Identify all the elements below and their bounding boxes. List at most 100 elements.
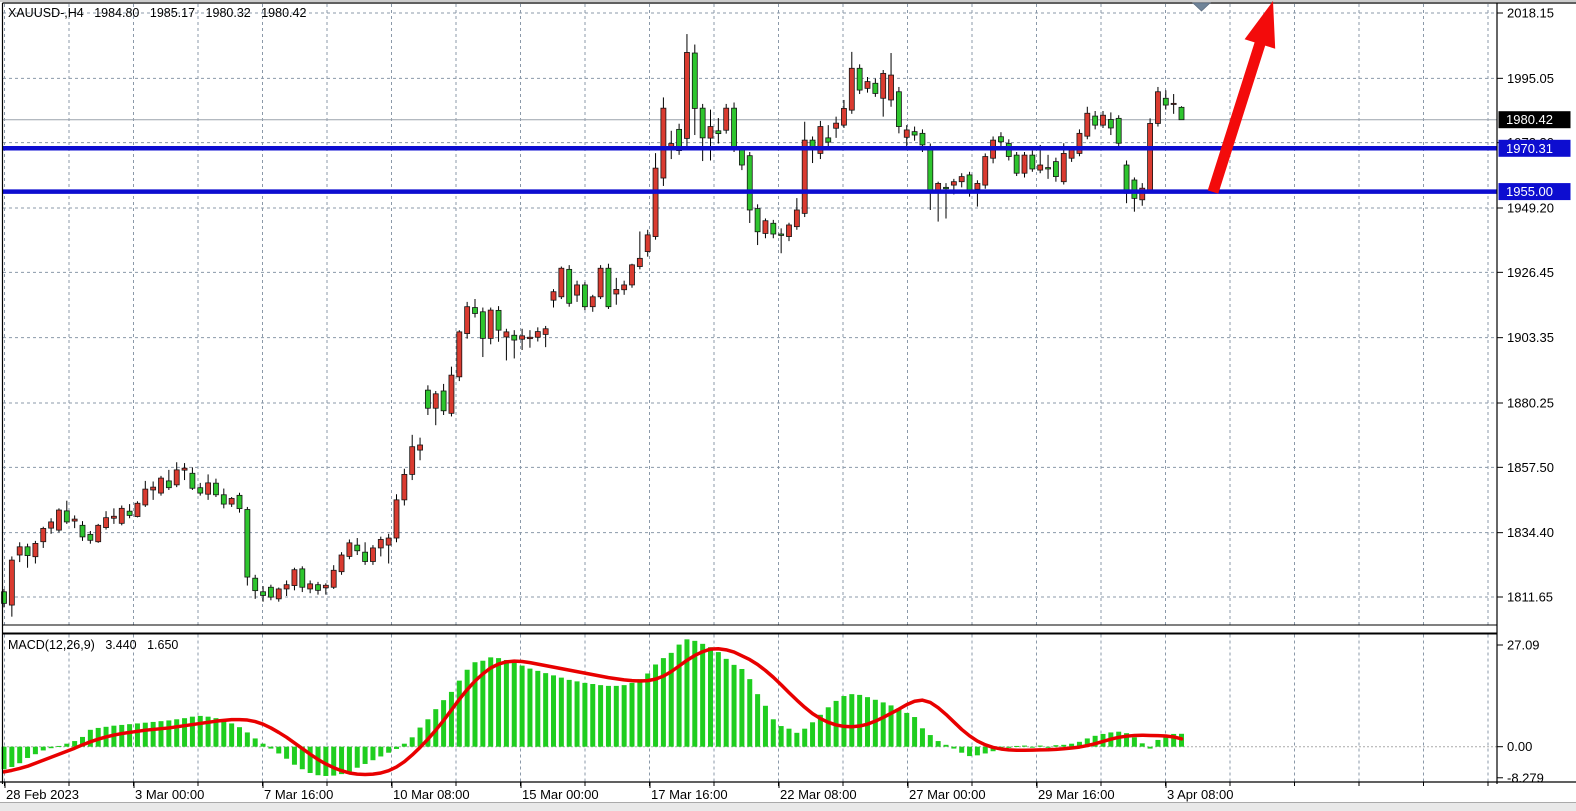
- macd-bar: [40, 746, 46, 751]
- candles-series[interactable]: [1, 34, 1185, 617]
- macd-bar: [755, 694, 761, 747]
- candle-down: [896, 91, 902, 127]
- macd-bar: [1053, 745, 1059, 747]
- trend-arrow-annotation[interactable]: [1207, 1, 1276, 194]
- candle-down: [236, 494, 243, 510]
- candle-up: [613, 289, 620, 295]
- macd-bar: [927, 735, 933, 747]
- time-axis-label: 27 Mar 00:00: [909, 787, 986, 802]
- time-axis-label: 3 Mar 00:00: [135, 787, 204, 802]
- candle-down: [495, 309, 502, 331]
- macd-bar: [645, 673, 651, 747]
- candle-down: [213, 482, 219, 496]
- macd-bar: [1022, 745, 1027, 747]
- macd-bar: [1006, 746, 1012, 748]
- candle-up: [103, 517, 109, 528]
- chart-shift-marker-icon[interactable]: [1191, 2, 1212, 12]
- macd-bar: [401, 743, 407, 747]
- candle-down: [566, 268, 573, 304]
- macd-name-label: MACD(12,26,9): [8, 638, 95, 652]
- candle-up: [1155, 91, 1161, 124]
- candle-up: [275, 588, 282, 600]
- candle-up: [417, 444, 423, 451]
- macd-bar: [1092, 735, 1098, 747]
- candle-up: [684, 52, 690, 139]
- candle-down: [739, 149, 745, 166]
- macd-bar: [723, 658, 729, 747]
- macd-bar: [982, 746, 988, 754]
- macd-bar: [119, 724, 125, 747]
- candle-down: [126, 510, 133, 516]
- macd-bar: [331, 746, 337, 776]
- macd-bar: [1084, 738, 1090, 747]
- macd-bar: [464, 669, 470, 747]
- candle-up: [503, 331, 510, 338]
- macd-bar: [87, 729, 93, 747]
- candle-down: [731, 107, 737, 148]
- time-axis[interactable]: 28 Feb 2023 3 Mar 00:00 7 Mar 16:00 10 Mar …: [4, 782, 1489, 802]
- vertical-gridlines: [4, 4, 1489, 782]
- macd-bar: [260, 743, 266, 747]
- support-resistance-lines[interactable]: [3, 146, 1497, 194]
- macd-bar: [362, 746, 368, 764]
- candle-down: [87, 533, 94, 541]
- macd-bar: [700, 643, 706, 747]
- macd-bar: [762, 705, 768, 747]
- macd-bar: [825, 707, 831, 747]
- macd-bar: [456, 680, 462, 747]
- macd-bar: [621, 685, 627, 747]
- candle-down: [770, 222, 777, 235]
- candle-up: [377, 539, 384, 549]
- macd-bar: [291, 746, 297, 765]
- time-axis-label: 17 Mar 16:00: [651, 787, 728, 802]
- candle-up: [707, 126, 714, 139]
- macd-bar: [1124, 733, 1130, 747]
- macd-bar: [692, 640, 698, 747]
- candle-up: [542, 328, 549, 335]
- candle-up: [841, 108, 847, 126]
- ohlc-low-value: 1980.32: [205, 6, 251, 20]
- time-axis-label: 3 Apr 08:00: [1167, 787, 1234, 802]
- price-axis[interactable]: 2018.151995.051972.301949.201926.451903.…: [1497, 6, 1554, 605]
- candle-up: [848, 67, 855, 111]
- macd-bar: [566, 679, 572, 747]
- candle-up: [1076, 132, 1083, 154]
- window-bottom-strip: [0, 803, 1576, 811]
- macd-bar: [935, 741, 941, 747]
- macd-bar: [810, 722, 816, 747]
- candle-up: [636, 257, 643, 267]
- symbol-period-label: XAUUSD-,H4: [8, 6, 84, 20]
- macd-axis-label: -8.279: [1507, 770, 1544, 785]
- candle-up: [464, 306, 471, 334]
- macd-bar: [817, 714, 823, 747]
- macd-bar: [613, 685, 619, 747]
- candle-down: [354, 544, 361, 552]
- candle-down: [1029, 154, 1036, 170]
- macd-bar: [527, 668, 533, 747]
- macd-bar: [425, 719, 431, 747]
- candle-up: [409, 446, 416, 475]
- candle-up: [621, 284, 628, 291]
- macd-bar: [48, 746, 54, 749]
- candle-up: [801, 139, 808, 214]
- macd-bar: [598, 685, 604, 747]
- macd-bar: [64, 743, 70, 747]
- candle-down: [220, 494, 227, 505]
- macd-bar: [174, 719, 180, 747]
- macd-bar: [1037, 745, 1043, 747]
- macd-bar: [888, 705, 894, 747]
- candle-down: [440, 390, 447, 412]
- candle-up: [1037, 164, 1044, 171]
- candle-down: [715, 130, 722, 135]
- ohlc-close-value: 1980.42: [261, 6, 307, 20]
- candle-up: [370, 547, 376, 562]
- macd-bar: [629, 682, 635, 747]
- candle-up: [322, 584, 329, 589]
- macd-bar: [409, 737, 415, 747]
- macd-bar: [72, 741, 78, 747]
- macd-bar: [503, 659, 509, 747]
- candle-up: [8, 559, 15, 606]
- macd-bar: [307, 746, 313, 773]
- candle-down: [676, 128, 682, 151]
